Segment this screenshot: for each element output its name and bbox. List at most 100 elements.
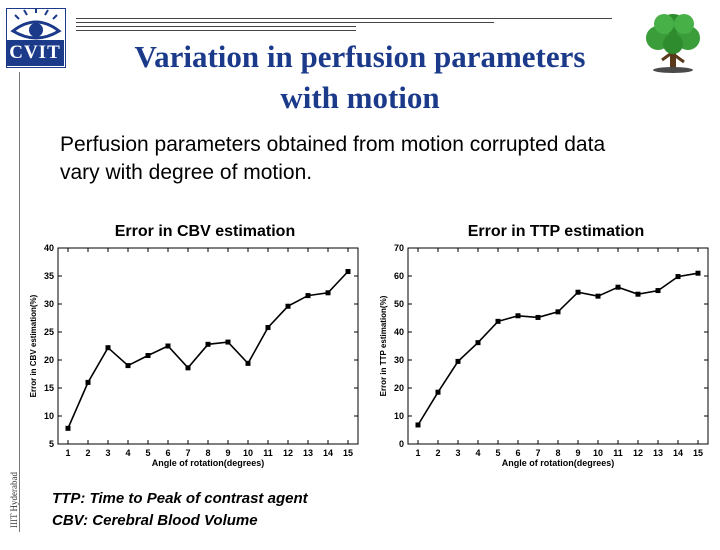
cbv-data-point [285,303,291,309]
ttp-x-tick-label: 5 [495,448,500,458]
ttp-data-point [635,291,641,297]
header-rule-4 [76,30,356,31]
cbv-data-point [185,365,191,371]
cbv-y-tick-label: 40 [44,243,54,253]
cbv-y-tick-label: 5 [49,439,54,449]
cbv-data-point [325,290,331,296]
title-line-2: with motion [280,80,440,115]
cbv-x-axis-label: Angle of rotation(degrees) [152,458,265,468]
cbv-x-tick-label: 5 [145,448,150,458]
cbv-x-tick-label: 8 [205,448,210,458]
ttp-series-line [417,272,699,426]
body-line-1: Perfusion parameters obtained from motio… [60,133,606,156]
ttp-x-tick-label: 3 [455,448,460,458]
ttp-data-point [675,274,681,280]
ttp-data-point [515,313,521,319]
ttp-data-point [555,309,561,315]
tree-icon [646,14,700,73]
body-line-2: vary with degree of motion. [60,161,313,184]
title-line-1: Variation in perfusion parameters [134,39,586,74]
header-rule-3 [76,26,356,27]
cbv-x-tick-label: 10 [243,448,253,458]
cbv-x-tick-label: 4 [125,448,130,458]
cbv-data-point [165,343,171,349]
ttp-data-point [615,284,621,290]
ttp-y-tick-label: 30 [394,355,404,365]
logo-label: CVIT [6,40,64,66]
ttp-x-tick-label: 13 [653,448,663,458]
ttp-x-tick-label: 14 [673,448,683,458]
ttp-data-point [435,389,441,395]
ttp-x-tick-label: 12 [633,448,643,458]
ttp-y-tick-label: 50 [394,299,404,309]
cbv-data-point [85,379,91,385]
ttp-x-tick-label: 1 [415,448,420,458]
chart-title-cbv: Error in CBV estimation [114,223,296,240]
ttp-y-tick-label: 0 [399,439,404,449]
ttp-x-tick-label: 11 [613,448,623,458]
ttp-y-tick-label: 40 [394,327,404,337]
ttp-y-tick-label: 20 [394,383,404,393]
footnotes: TTP: Time to Peak of contrast agent CBV:… [52,488,308,532]
cbv-x-tick-label: 11 [263,448,273,458]
page-title: Variation in perfusion parameters with m… [60,36,660,118]
cbv-x-tick-label: 6 [165,448,170,458]
ttp-data-point [575,289,581,295]
cbv-x-tick-label: 1 [65,448,70,458]
cbv-data-point [65,425,71,431]
ttp-plot-frame [407,247,709,445]
cbv-data-point [265,325,271,331]
ttp-x-tick-label: 2 [435,448,440,458]
body-paragraph: Perfusion parameters obtained from motio… [60,131,700,187]
cbv-data-point [225,339,231,345]
cbv-data-point [145,353,151,359]
ttp-x-tick-label: 6 [515,448,520,458]
cbv-data-point [205,341,211,347]
cbv-data-point [125,363,131,369]
cbv-x-tick-label: 15 [343,448,353,458]
ttp-data-point [455,358,461,364]
cbv-data-point [105,345,111,351]
ttp-data-point [655,288,661,294]
ttp-x-tick-label: 4 [475,448,480,458]
header-rule-1 [76,18,612,19]
cbv-y-tick-label: 20 [44,355,54,365]
ttp-data-point [495,318,501,324]
cbv-y-tick-label: 25 [44,327,54,337]
ttp-y-tick-label: 10 [394,411,404,421]
cbv-y-tick-label: 10 [44,411,54,421]
ttp-data-point [595,293,601,299]
eye-icon [10,9,62,40]
ttp-x-tick-label: 7 [535,448,540,458]
ttp-x-tick-label: 8 [555,448,560,458]
cbv-data-point [345,269,351,275]
ttp-data-point [535,314,541,320]
cbv-x-tick-label: 7 [185,448,190,458]
side-label: IIIT Hyderabad [9,471,19,529]
ttp-y-tick-label: 60 [394,271,404,281]
cbv-y-axis-label: Error in CBV estimation(%) [29,294,38,397]
ttp-y-axis-label: Error in TTP estimation(%) [379,295,388,396]
side-rule [19,72,20,532]
ttp-data-point [695,270,701,276]
ttp-x-tick-label: 9 [575,448,580,458]
cbv-x-tick-label: 3 [105,448,110,458]
cbv-y-tick-label: 35 [44,271,54,281]
cbv-x-tick-label: 14 [323,448,333,458]
ttp-data-point [475,340,481,346]
footnote-cbv: CBV: Cerebral Blood Volume [52,512,258,529]
ttp-y-tick-label: 70 [394,243,404,253]
ttp-x-tick-label: 10 [593,448,603,458]
cbv-x-tick-label: 2 [85,448,90,458]
cbv-y-tick-label: 15 [44,383,54,393]
cbv-x-tick-label: 13 [303,448,313,458]
ttp-x-tick-label: 15 [693,448,703,458]
cbv-data-point [305,293,311,299]
ttp-x-axis-label: Angle of rotation(degrees) [502,458,615,468]
cbv-data-point [245,360,251,366]
cbv-y-tick-label: 30 [44,299,54,309]
cbv-x-tick-label: 12 [283,448,293,458]
header-rule-2 [76,22,494,23]
